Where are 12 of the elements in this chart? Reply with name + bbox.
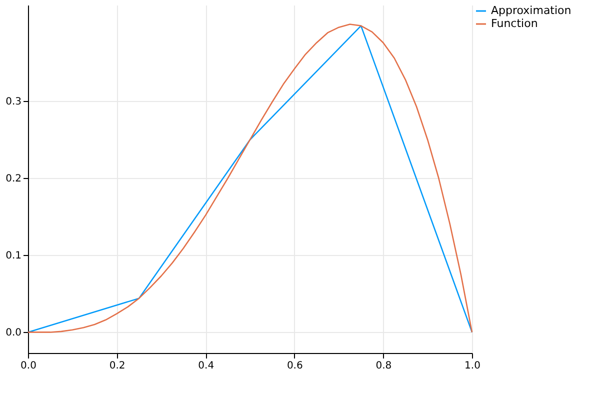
x-tick-label: 0.4 [198, 360, 214, 372]
legend-label: Approximation [491, 4, 572, 17]
y-tick-label: 0.0 [6, 328, 22, 339]
y-tick-label: 0.3 [6, 96, 22, 108]
legend-label: Function [491, 17, 538, 30]
y-tick-label: 0.2 [6, 174, 22, 185]
y-tick-label: 0.1 [6, 250, 22, 262]
x-tick-label: 1.0 [464, 360, 480, 372]
x-tick-label: 0.6 [286, 360, 303, 372]
x-tick-label: 0.0 [20, 360, 36, 372]
x-tick-label: 0.8 [376, 360, 392, 372]
x-tick-label: 0.2 [109, 360, 126, 372]
